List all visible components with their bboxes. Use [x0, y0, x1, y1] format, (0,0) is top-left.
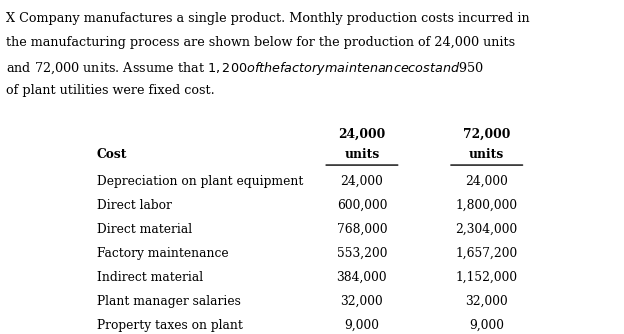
Text: 32,000: 32,000 — [466, 295, 508, 308]
Text: X Company manufactures a single product. Monthly production costs incurred in: X Company manufactures a single product.… — [6, 12, 530, 25]
Text: 24,000: 24,000 — [338, 128, 386, 141]
Text: Direct material: Direct material — [97, 223, 192, 236]
Text: 768,000: 768,000 — [336, 223, 388, 236]
Text: Direct labor: Direct labor — [97, 199, 172, 212]
Text: 32,000: 32,000 — [341, 295, 383, 308]
Text: 1,152,000: 1,152,000 — [456, 271, 518, 284]
Text: of plant utilities were fixed cost.: of plant utilities were fixed cost. — [6, 84, 215, 97]
Text: Indirect material: Indirect material — [97, 271, 203, 284]
Text: 1,657,200: 1,657,200 — [456, 247, 518, 260]
Text: units: units — [469, 148, 504, 161]
Text: and 72,000 units. Assume that $1,200 of the factory maintenance cost and $950: and 72,000 units. Assume that $1,200 of … — [6, 60, 484, 77]
Text: 1,800,000: 1,800,000 — [456, 199, 518, 212]
Text: 553,200: 553,200 — [337, 247, 387, 260]
Text: 24,000: 24,000 — [341, 175, 383, 188]
Text: Depreciation on plant equipment: Depreciation on plant equipment — [97, 175, 303, 188]
Text: Factory maintenance: Factory maintenance — [97, 247, 228, 260]
Text: 9,000: 9,000 — [469, 319, 504, 332]
Text: Property taxes on plant: Property taxes on plant — [97, 319, 243, 332]
Text: 600,000: 600,000 — [337, 199, 387, 212]
Text: 384,000: 384,000 — [336, 271, 388, 284]
Text: Cost: Cost — [97, 148, 127, 161]
Text: 2,304,000: 2,304,000 — [456, 223, 518, 236]
Text: units: units — [344, 148, 379, 161]
Text: the manufacturing process are shown below for the production of 24,000 units: the manufacturing process are shown belo… — [6, 36, 515, 49]
Text: Plant manager salaries: Plant manager salaries — [97, 295, 241, 308]
Text: 9,000: 9,000 — [344, 319, 379, 332]
Text: 24,000: 24,000 — [466, 175, 508, 188]
Text: 72,000: 72,000 — [463, 128, 510, 141]
